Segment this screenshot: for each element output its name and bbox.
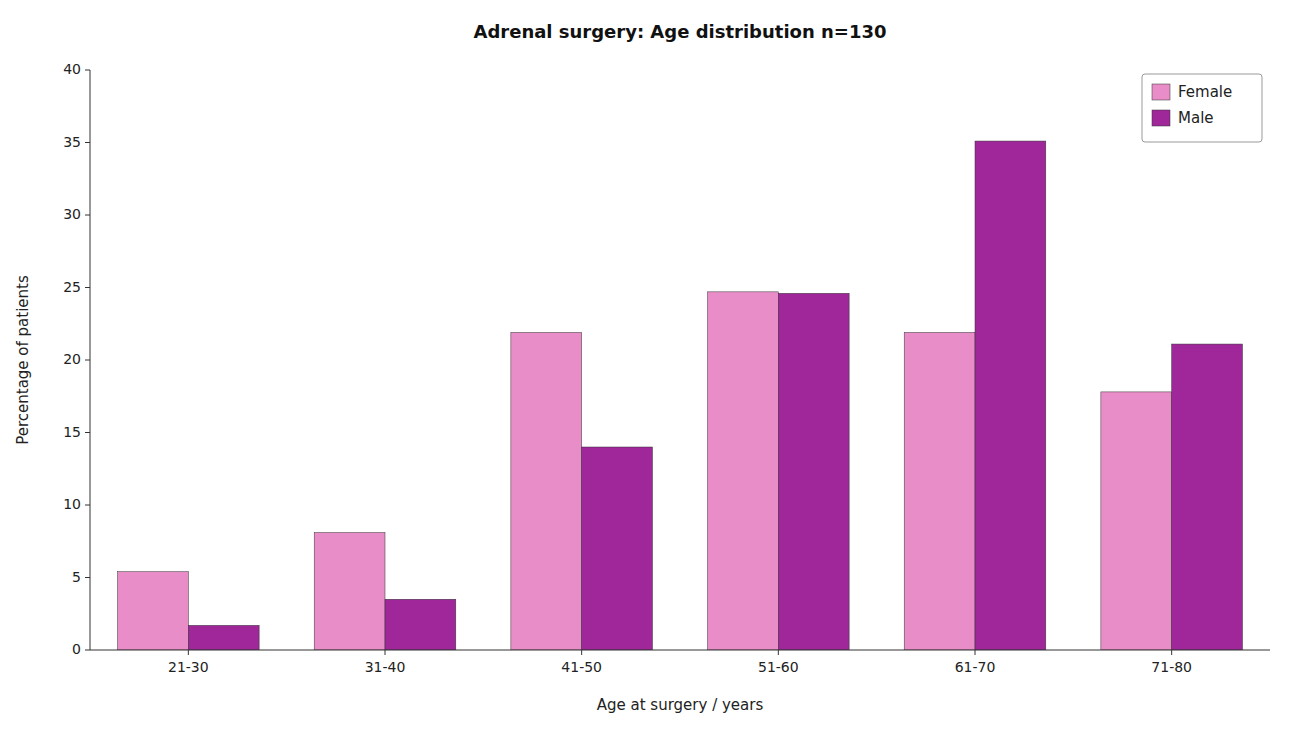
y-tick-label: 10 — [63, 496, 81, 512]
legend-swatch — [1152, 110, 1170, 126]
x-tick-label: 71-80 — [1151, 659, 1192, 675]
legend-box — [1142, 74, 1262, 142]
axes: 0 5 10 15 20 25 30 35 40 21-30 31-40 41-50 51-60 61-7… — [63, 61, 1270, 675]
x-axis-line — [90, 650, 1270, 651]
bar — [118, 572, 189, 650]
x-tick-label: 41-50 — [561, 659, 602, 675]
x-tick-label: 51-60 — [758, 659, 799, 675]
chart-container: 0 5 10 15 20 25 30 35 40 21-30 31-40 41-50 51-60 61-7… — [0, 0, 1300, 740]
bar — [511, 332, 582, 650]
y-tick-label: 30 — [63, 206, 81, 222]
x-tick-label: 21-30 — [168, 659, 209, 675]
legend-label: Female — [1178, 83, 1232, 101]
bars — [118, 141, 1243, 650]
y-tick-label: 20 — [63, 351, 81, 367]
x-tick — [975, 650, 976, 655]
y-tick-label: 40 — [63, 61, 81, 77]
bar — [975, 141, 1046, 650]
x-tick — [188, 650, 189, 655]
y-tick — [85, 505, 90, 506]
bar — [188, 625, 259, 650]
title: Adrenal surgery: Age distribution n=130 — [474, 21, 887, 42]
legend-label: Male — [1178, 109, 1214, 127]
bar — [1101, 392, 1172, 650]
x-tick — [385, 650, 386, 655]
y-tick — [85, 577, 90, 578]
legend: Female Male — [1142, 74, 1262, 142]
bar — [1172, 344, 1243, 650]
bar — [778, 293, 849, 650]
legend-swatch — [1152, 84, 1170, 100]
y-tick — [85, 650, 90, 651]
x-axis-label: Age at surgery / years — [597, 696, 764, 714]
y-tick-label: 25 — [63, 279, 81, 295]
x-tick — [581, 650, 582, 655]
x-tick — [1171, 650, 1172, 655]
bar — [582, 447, 653, 650]
y-tick — [85, 142, 90, 143]
x-tick-label: 61-70 — [955, 659, 996, 675]
chart-svg: 0 5 10 15 20 25 30 35 40 21-30 31-40 41-50 51-60 61-7… — [0, 0, 1300, 740]
y-tick-label: 15 — [63, 424, 81, 440]
x-tick-label: 31-40 — [365, 659, 406, 675]
y-tick — [85, 432, 90, 433]
bar — [385, 599, 456, 650]
bar — [314, 533, 385, 650]
y-tick — [85, 360, 90, 361]
y-tick-label: 35 — [63, 134, 81, 150]
y-tick — [85, 215, 90, 216]
y-tick-label: 5 — [72, 569, 81, 585]
bar — [904, 332, 975, 650]
y-tick-label: 0 — [72, 641, 81, 657]
y-tick — [85, 70, 90, 71]
x-tick — [778, 650, 779, 655]
y-axis-label: Percentage of patients — [14, 275, 32, 445]
bar — [708, 292, 779, 650]
y-tick — [85, 287, 90, 288]
